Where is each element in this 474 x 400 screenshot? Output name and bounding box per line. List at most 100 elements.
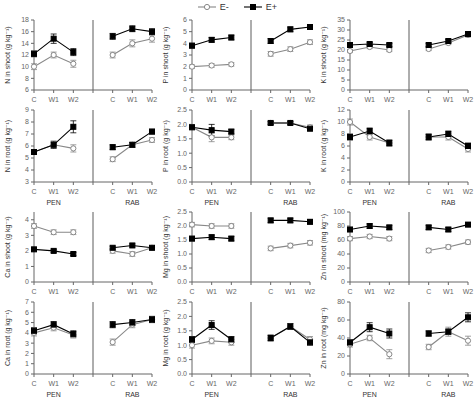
svg-text:Zn in shoot (mg kg⁻¹): Zn in shoot (mg kg⁻¹) — [320, 214, 328, 280]
svg-text:W1: W1 — [443, 188, 454, 195]
svg-text:Ca in root (g kg⁻¹): Ca in root (g kg⁻¹) — [8, 310, 12, 366]
svg-text:3: 3 — [25, 178, 29, 185]
svg-text:P in shoot (g kg⁻¹): P in shoot (g kg⁻¹) — [162, 27, 170, 84]
svg-text:C: C — [31, 96, 36, 103]
svg-text:W2: W2 — [463, 188, 466, 195]
svg-text:7: 7 — [25, 130, 29, 137]
svg-text:3: 3 — [25, 340, 29, 347]
svg-text:9: 9 — [25, 106, 29, 113]
svg-text:1.0: 1.0 — [177, 250, 187, 257]
svg-text:W2: W2 — [68, 96, 79, 103]
svg-text:W2: W2 — [226, 188, 237, 195]
svg-text:30: 30 — [337, 26, 345, 33]
svg-text:16: 16 — [21, 28, 29, 35]
svg-text:W1: W1 — [443, 288, 454, 295]
svg-text:0.0: 0.0 — [177, 278, 187, 285]
svg-text:RAB: RAB — [441, 199, 456, 206]
svg-text:C: C — [268, 380, 273, 387]
svg-text:12: 12 — [337, 106, 345, 113]
svg-text:0: 0 — [25, 278, 29, 285]
svg-text:RAB: RAB — [283, 199, 298, 206]
svg-text:W2: W2 — [463, 288, 466, 295]
svg-text:4: 4 — [25, 216, 29, 223]
svg-text:10: 10 — [21, 63, 29, 70]
svg-text:C: C — [31, 288, 36, 295]
svg-text:0.5: 0.5 — [177, 164, 187, 171]
svg-text:PEN: PEN — [46, 391, 60, 398]
svg-text:C: C — [426, 288, 431, 295]
svg-text:N in shoot (g kg⁻¹): N in shoot (g kg⁻¹) — [8, 26, 12, 83]
svg-text:0.0: 0.0 — [177, 370, 187, 377]
svg-text:C: C — [110, 288, 115, 295]
svg-text:RAB: RAB — [441, 391, 456, 398]
svg-text:W1: W1 — [206, 288, 217, 295]
svg-text:0: 0 — [183, 86, 187, 93]
svg-text:W2: W2 — [68, 288, 79, 295]
svg-text:W2: W2 — [463, 96, 466, 103]
svg-text:W2: W2 — [147, 188, 158, 195]
svg-text:W1: W1 — [364, 188, 375, 195]
svg-text:1.0: 1.0 — [177, 150, 187, 157]
svg-text:4: 4 — [341, 154, 345, 161]
svg-text:PEN: PEN — [362, 391, 376, 398]
svg-text:W1: W1 — [443, 380, 454, 387]
svg-text:1.0: 1.0 — [177, 342, 187, 349]
svg-text:W2: W2 — [226, 380, 237, 387]
svg-text:P in root (g kg⁻¹): P in root (g kg⁻¹) — [162, 120, 170, 172]
svg-text:W1: W1 — [364, 288, 375, 295]
svg-text:W1: W1 — [127, 380, 138, 387]
svg-text:W1: W1 — [48, 380, 59, 387]
svg-text:K in shoot (g kg⁻¹): K in shoot (g kg⁻¹) — [320, 27, 328, 84]
svg-text:W2: W2 — [384, 380, 395, 387]
svg-text:W1: W1 — [206, 380, 217, 387]
svg-text:PEN: PEN — [204, 199, 218, 206]
svg-text:20: 20 — [337, 264, 345, 271]
svg-text:18: 18 — [21, 16, 29, 23]
svg-text:W1: W1 — [127, 188, 138, 195]
svg-text:2.5: 2.5 — [177, 208, 187, 215]
svg-text:7: 7 — [25, 298, 29, 305]
svg-text:W1: W1 — [206, 188, 217, 195]
svg-text:W2: W2 — [305, 380, 316, 387]
svg-text:W1: W1 — [48, 188, 59, 195]
svg-text:W1: W1 — [285, 288, 296, 295]
svg-text:C: C — [31, 380, 36, 387]
svg-text:W1: W1 — [285, 380, 296, 387]
svg-text:C: C — [426, 96, 431, 103]
svg-text:0: 0 — [341, 370, 345, 377]
svg-text:C: C — [347, 380, 352, 387]
svg-text:1.5: 1.5 — [177, 236, 187, 243]
svg-text:0: 0 — [341, 178, 345, 185]
svg-text:N in root (g kg⁻¹): N in root (g kg⁻¹) — [8, 120, 12, 172]
svg-text:1: 1 — [25, 263, 29, 270]
svg-text:W1: W1 — [285, 96, 296, 103]
svg-text:100: 100 — [333, 208, 345, 215]
svg-text:PEN: PEN — [46, 199, 60, 206]
svg-text:1.5: 1.5 — [177, 135, 187, 142]
svg-text:25: 25 — [337, 36, 345, 43]
svg-text:1: 1 — [183, 75, 187, 82]
svg-text:C: C — [426, 380, 431, 387]
svg-text:4: 4 — [25, 329, 29, 336]
svg-text:1.5: 1.5 — [177, 327, 187, 334]
svg-text:2: 2 — [341, 166, 345, 173]
svg-text:2.5: 2.5 — [177, 298, 187, 305]
svg-text:C: C — [426, 188, 431, 195]
svg-text:2.0: 2.0 — [177, 121, 187, 128]
svg-text:W2: W2 — [305, 96, 316, 103]
svg-text:C: C — [110, 96, 115, 103]
svg-text:W1: W1 — [206, 96, 217, 103]
svg-text:W2: W2 — [147, 96, 158, 103]
svg-text:60: 60 — [337, 316, 345, 323]
svg-text:W2: W2 — [147, 380, 158, 387]
svg-text:40: 40 — [337, 250, 345, 257]
svg-text:RAB: RAB — [283, 391, 298, 398]
svg-text:C: C — [189, 96, 194, 103]
svg-text:W2: W2 — [147, 288, 158, 295]
svg-text:W2: W2 — [68, 380, 79, 387]
svg-text:40: 40 — [337, 334, 345, 341]
svg-text:10: 10 — [337, 118, 345, 125]
svg-text:5: 5 — [25, 154, 29, 161]
svg-text:6: 6 — [25, 142, 29, 149]
svg-text:1: 1 — [25, 360, 29, 367]
